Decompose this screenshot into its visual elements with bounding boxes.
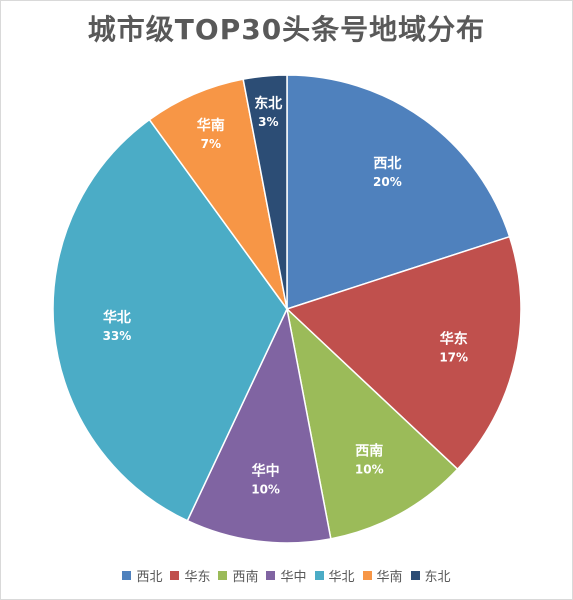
legend-swatch [314,571,324,580]
pie-slice-3 [285,306,459,540]
chart-title: 城市级TOP30头条号地域分布 [87,13,486,46]
legend-item-5: 华北 [314,566,355,585]
data-label-value: 10% [251,482,280,496]
legend-swatch [266,571,276,580]
pie-slice-2 [285,235,522,471]
data-label-name: 华北 [103,309,131,326]
data-label-value: 17% [439,350,468,364]
data-label-5: 华北 33% [103,309,132,343]
data-label-6: 华南 7% [197,117,225,151]
data-label-name: 华中 [252,462,280,479]
legend-item-4: 华中 [266,566,307,585]
legend-item-2: 华东 [170,566,210,585]
legend-label: 华中 [280,570,307,585]
legend-swatch [218,571,228,580]
legend-item-3: 西南 [218,566,258,585]
legend-swatch [170,571,180,580]
data-label-value: 10% [355,463,384,477]
pie-slice-5 [52,118,288,522]
data-label-value: 33% [103,329,132,343]
legend-swatch [362,571,372,580]
legend-swatch [410,571,420,580]
data-label-name: 华南 [197,117,225,134]
data-label-3: 西南 10% [355,443,384,477]
legend-label: 东北 [424,570,451,585]
legend-item-7: 东北 [410,566,451,585]
data-label-2: 华东 17% [439,330,468,364]
pie-slice-4 [186,306,332,544]
pie-slice-7 [242,74,288,310]
legend-label: 西北 [136,570,163,585]
legend-item-6: 华南 [362,566,403,585]
data-label-value: 20% [373,175,402,189]
data-label-value: 3% [258,115,278,129]
legend-item-1: 西北 [122,566,162,585]
data-label-7: 东北 3% [254,95,282,129]
data-label-name: 西北 [373,156,401,172]
data-label-name: 华东 [440,330,468,347]
legend-label: 华南 [376,570,403,585]
legend-label: 华北 [328,570,355,585]
data-label-name: 西南 [355,443,383,460]
legend-label: 西南 [232,570,259,585]
data-label-name: 东北 [254,95,282,112]
pie-slice-1 [286,74,511,311]
legend-label: 华东 [184,570,211,585]
data-label-4: 华中 10% [251,462,280,496]
pie-slice-6 [148,78,288,310]
legend: 西北 华东 西南 华中 华北 华南 东北 [0,566,573,585]
data-label-1: 西北 20% [373,156,402,189]
data-label-value: 7% [201,137,221,151]
legend-swatch [122,571,132,580]
